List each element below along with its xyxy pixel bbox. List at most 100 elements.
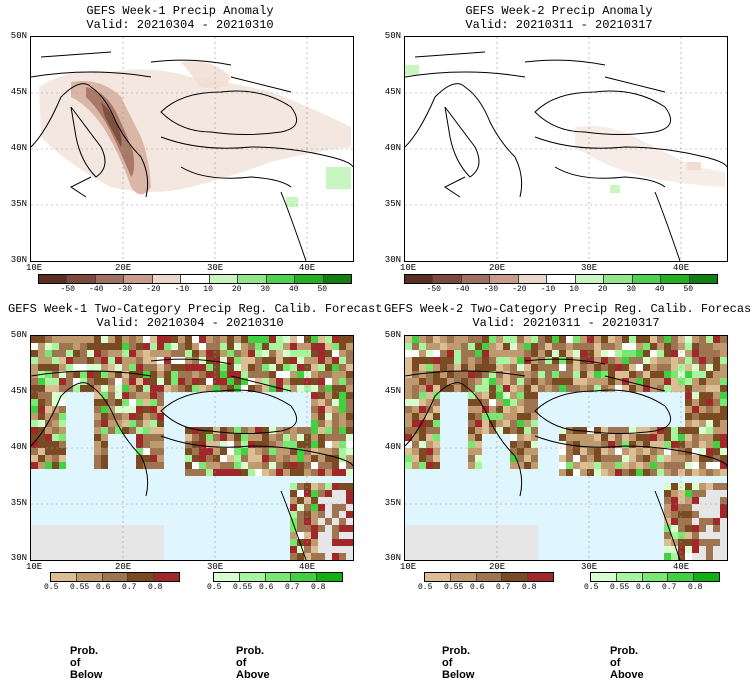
colorbar-swatch [502,573,529,581]
lat-label: 40N [10,442,27,452]
lat-label: 45N [10,386,27,396]
colorbar-tick-label: 0.7 [122,583,137,592]
panel-valid-date: Valid: 20210311 - 20210317 [472,316,660,330]
colorbar-tick-label: 0.6 [96,583,111,592]
lat-label: 45N [384,386,401,396]
prob-above-label: Prob. of Above [610,645,644,681]
lat-label: 45N [10,87,27,97]
lon-label: 30E [581,263,598,273]
lat-label: 35N [10,199,27,209]
lon-label: 30E [207,562,224,572]
probability-map-svg [31,336,353,560]
colorbar-tick-label: -30 [483,285,499,294]
probability-map-svg [405,336,727,560]
colorbar-swatch [642,573,669,581]
lon-label: 20E [489,263,506,273]
lat-label: 40N [384,442,401,452]
colorbar-swatch [67,275,96,283]
lat-label: 30N [384,255,401,265]
lon-label: 30E [207,263,224,273]
colorbar-swatch [51,573,77,581]
lon-label: 40E [673,562,690,572]
panel-title: GEFS Week-1 Two-Category Precip Reg. Cal… [8,302,383,316]
colorbar-swatch [689,275,717,283]
colorbar-swatch [425,573,451,581]
colorbar-tick-label: -50 [60,285,75,294]
colorbar-tick-label: 0.7 [496,583,511,592]
lat-label: 35N [10,498,27,508]
anomaly-colorbar [404,274,718,284]
lon-label: 30E [581,562,598,572]
colorbar-swatch [95,275,125,283]
prob-below-label: Prob. of Below [442,645,475,681]
colorbar-tick-label: -40 [455,285,470,294]
colorbar-tick-label: 0.6 [636,583,651,592]
colorbar-tick-label: -20 [146,285,161,294]
colorbar-tick-label: 0.5 [44,583,59,592]
lon-label: 10E [26,562,43,572]
lat-label: 40N [10,143,27,153]
colorbar-tick-label: 0.5 [207,583,222,592]
colorbar-swatch [461,275,491,283]
colorbar-swatch [266,275,296,283]
colorbar-swatch [528,573,553,581]
below-colorbar [424,572,554,582]
colorbar-swatch [124,275,153,283]
colorbar-swatch [668,573,695,581]
colorbar-swatch [405,275,434,283]
map-week2-probability [404,335,728,561]
lat-label: 40N [384,143,401,153]
lon-label: 10E [400,263,417,273]
colorbar-swatch [433,275,462,283]
anomaly-map-svg [405,37,727,261]
colorbar-swatch [323,275,351,283]
colorbar-swatch [209,275,239,283]
colorbar-swatch [317,573,342,581]
colorbar-tick-label: 0.8 [688,583,703,592]
colorbar-tick-label: 0.55 [70,583,90,592]
colorbar-tick-label: 20 [597,285,608,294]
panel-title: GEFS Week-2 Two-Category Precip Reg. Cal… [384,302,752,316]
colorbar-tick-label: -10 [174,285,190,294]
colorbar-swatch [518,275,548,283]
lat-label: 50N [10,31,27,41]
colorbar-tick-label: 0.6 [259,583,274,592]
colorbar-tick-label: -10 [540,285,556,294]
colorbar-tick-label: -40 [89,285,104,294]
colorbar-swatch [694,573,719,581]
anomaly-map-svg [31,37,353,261]
colorbar-swatch [128,573,155,581]
colorbar-swatch [291,573,318,581]
colorbar-swatch [490,275,519,283]
above-colorbar [213,572,343,582]
colorbar-swatch [661,275,690,283]
colorbar-tick-label: -50 [426,285,441,294]
colorbar-tick-label: 0.55 [233,583,253,592]
colorbar-tick-label: 30 [260,285,270,294]
colorbar-tick-label: 50 [317,285,328,294]
prob-below-label: Prob. of Below [70,645,103,681]
colorbar-swatch [154,573,179,581]
lat-label: 50N [384,31,401,41]
lon-label: 20E [115,562,132,572]
colorbar-swatch [265,573,292,581]
colorbar-swatch [616,573,643,581]
colorbar-tick-label: 0.8 [311,583,326,592]
map-week2-anomaly [404,36,728,262]
colorbar-swatch [547,275,576,283]
lon-label: 20E [115,263,132,273]
colorbar-swatch [632,275,662,283]
colorbar-tick-label: -20 [512,285,527,294]
lat-label: 35N [384,199,401,209]
map-week1-probability [30,335,354,561]
colorbar-swatch [575,275,605,283]
colorbar-tick-label: -30 [117,285,133,294]
panel-title: GEFS Week-2 Precip Anomaly [465,4,653,18]
colorbar-swatch [295,275,324,283]
lat-label: 30N [10,255,27,265]
lon-label: 40E [299,562,316,572]
panel-title: GEFS Week-1 Precip Anomaly [86,4,274,18]
lon-label: 10E [400,562,417,572]
colorbar-swatch [591,573,617,581]
colorbar-tick-label: 0.5 [418,583,433,592]
